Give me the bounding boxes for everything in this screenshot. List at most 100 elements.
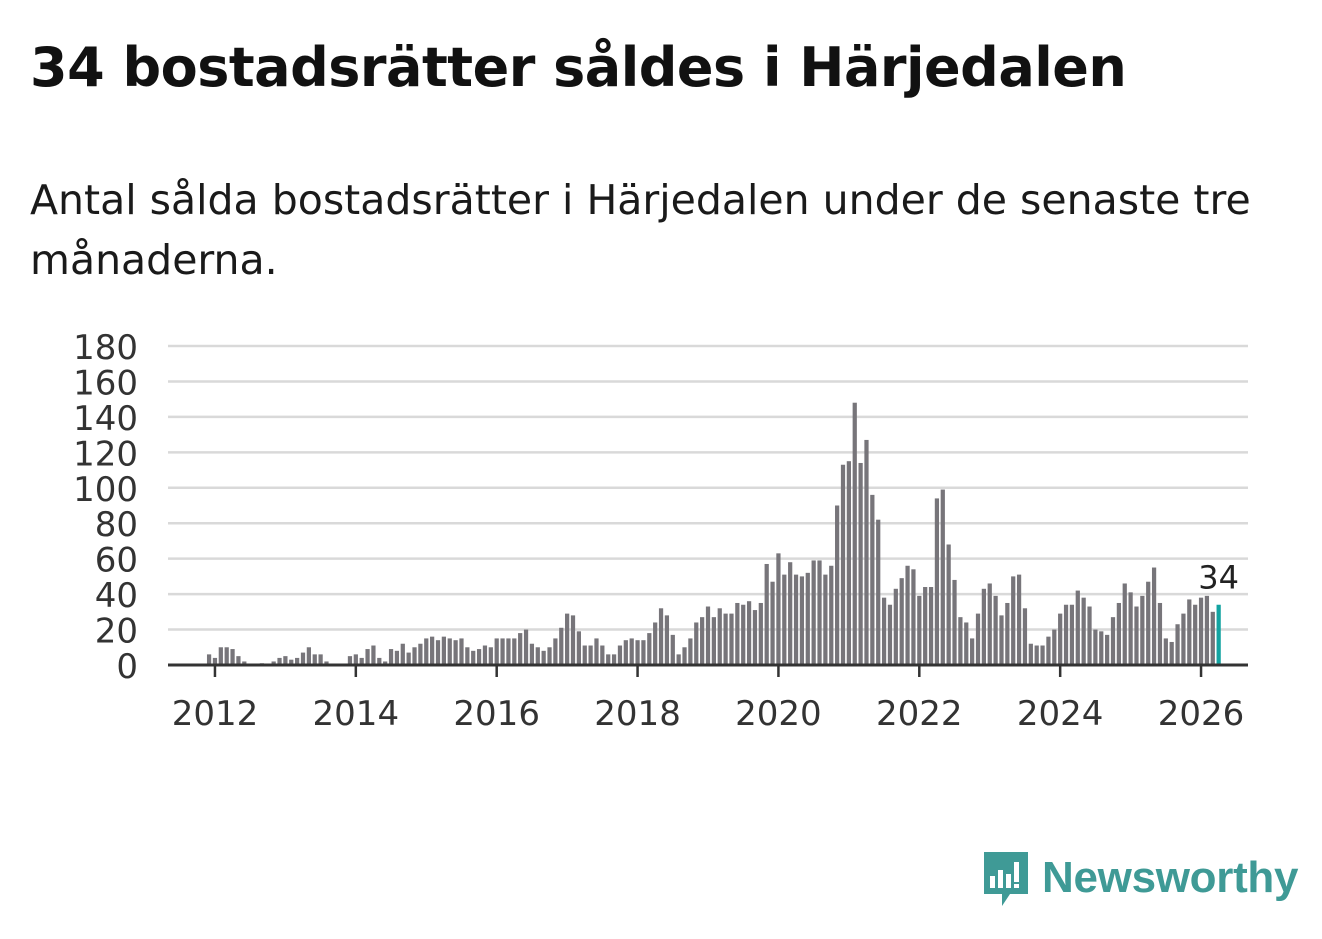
bar <box>846 461 851 665</box>
bar <box>1016 574 1022 665</box>
bar <box>852 402 857 665</box>
bar <box>576 631 581 665</box>
bar <box>1210 611 1215 665</box>
bar <box>717 608 722 665</box>
bar <box>482 645 488 665</box>
bar <box>295 657 300 665</box>
bar <box>1040 645 1045 665</box>
bar <box>1187 599 1192 665</box>
x-tick-label: 2024 <box>1017 694 1104 734</box>
bar <box>1099 631 1104 665</box>
bar <box>835 505 840 665</box>
bar <box>758 602 763 665</box>
bar <box>523 629 529 665</box>
bar <box>1198 597 1204 665</box>
chart-subtitle: Antal sålda bostadsrätter i Härjedalen u… <box>30 176 1251 284</box>
bar <box>206 654 212 665</box>
bar <box>881 597 887 665</box>
bar <box>840 464 846 665</box>
bar <box>365 649 370 665</box>
bar <box>306 647 311 665</box>
bar <box>952 579 957 665</box>
bar <box>406 652 411 665</box>
bar <box>970 638 975 665</box>
bar <box>887 604 893 665</box>
bar <box>993 595 998 665</box>
bar <box>911 569 916 665</box>
bar <box>723 613 728 665</box>
bar <box>688 638 693 665</box>
bar <box>529 643 535 665</box>
bar <box>1034 645 1039 665</box>
bar <box>476 649 482 665</box>
bar <box>541 650 546 665</box>
bar <box>230 649 235 665</box>
bar <box>559 627 564 665</box>
bar <box>917 595 922 665</box>
bar <box>1204 595 1210 665</box>
bar <box>1063 604 1069 665</box>
bar <box>805 572 810 665</box>
newsworthy-logo-icon <box>984 852 1028 906</box>
bar <box>535 647 540 665</box>
bar <box>617 645 623 665</box>
bar <box>471 650 476 665</box>
bar <box>676 654 681 665</box>
bar <box>746 601 752 665</box>
y-tick-label: 100 <box>73 470 138 510</box>
x-tick-label: 2022 <box>876 694 963 734</box>
bar <box>383 661 388 665</box>
bar <box>1075 590 1080 665</box>
bar <box>1128 592 1133 665</box>
bar <box>488 647 493 665</box>
y-tick-label: 80 <box>95 505 138 545</box>
bar <box>817 560 822 665</box>
bar <box>611 654 617 665</box>
highlight-value-label: 34 <box>1198 559 1239 597</box>
bar <box>975 613 981 665</box>
bar <box>658 608 664 665</box>
bar <box>741 604 746 665</box>
bar <box>776 553 781 665</box>
bar <box>923 587 928 665</box>
y-tick-label: 140 <box>73 399 138 439</box>
bar <box>752 610 758 665</box>
bar <box>829 565 834 665</box>
x-axis-ticks: 2012 2014 2016 2018 2020 2022 2024 2026 <box>172 665 1245 734</box>
bar <box>770 581 775 665</box>
bar <box>1181 613 1186 665</box>
bar <box>400 643 405 665</box>
bar <box>218 647 223 665</box>
x-tick-label: 2018 <box>594 694 681 734</box>
bar <box>582 645 587 665</box>
x-tick-label: 2026 <box>1158 694 1245 734</box>
bar <box>735 602 740 665</box>
bar <box>700 617 705 665</box>
bar <box>418 643 423 665</box>
bar <box>506 638 511 665</box>
newsworthy-logo[interactable]: Newsworthy <box>980 848 1298 908</box>
bar <box>999 615 1004 665</box>
bar <box>764 563 769 665</box>
bar <box>782 574 787 665</box>
bar <box>1169 641 1174 665</box>
bar <box>588 645 593 665</box>
bar <box>277 657 282 665</box>
bar <box>694 622 699 665</box>
y-gridlines <box>168 344 1248 631</box>
newsworthy-logo-text: Newsworthy <box>1042 853 1299 902</box>
bar <box>876 519 881 665</box>
bar <box>236 656 241 665</box>
x-tick-label: 2016 <box>453 694 540 734</box>
bar <box>1140 595 1145 665</box>
bar <box>823 574 828 665</box>
bar <box>1087 606 1092 665</box>
bar <box>512 638 517 665</box>
bar <box>1069 604 1075 665</box>
bar <box>600 645 605 665</box>
bar <box>424 638 429 665</box>
bar <box>946 544 951 665</box>
bar <box>394 650 400 665</box>
bar <box>934 498 940 665</box>
